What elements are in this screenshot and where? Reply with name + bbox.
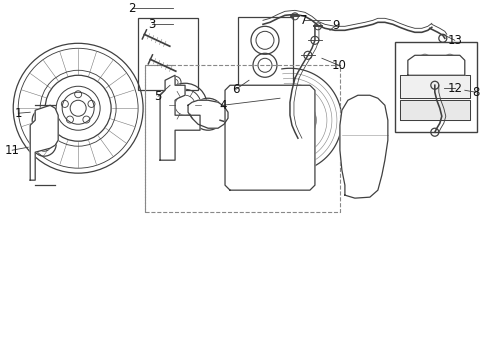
Text: 3: 3 [148, 18, 156, 31]
Text: 4: 4 [219, 99, 227, 112]
Text: 2: 2 [128, 2, 136, 15]
Text: 1: 1 [15, 107, 22, 120]
Polygon shape [30, 105, 58, 180]
Polygon shape [400, 75, 470, 98]
Polygon shape [225, 85, 315, 190]
Bar [238, 17, 293, 85]
Polygon shape [400, 100, 470, 120]
Text: 5: 5 [154, 90, 162, 103]
Text: 13: 13 [447, 34, 462, 47]
Text: 9: 9 [332, 19, 340, 32]
Polygon shape [160, 75, 200, 160]
Text: 11: 11 [5, 144, 20, 157]
Polygon shape [188, 100, 228, 128]
Text: 7: 7 [300, 14, 308, 27]
Text: 12: 12 [447, 82, 462, 95]
Bar [395, 42, 477, 132]
Text: 6: 6 [232, 83, 240, 96]
Text: 8: 8 [472, 86, 480, 99]
Polygon shape [340, 95, 388, 198]
Bar [138, 18, 198, 90]
Text: 10: 10 [331, 59, 346, 72]
Polygon shape [408, 55, 465, 75]
